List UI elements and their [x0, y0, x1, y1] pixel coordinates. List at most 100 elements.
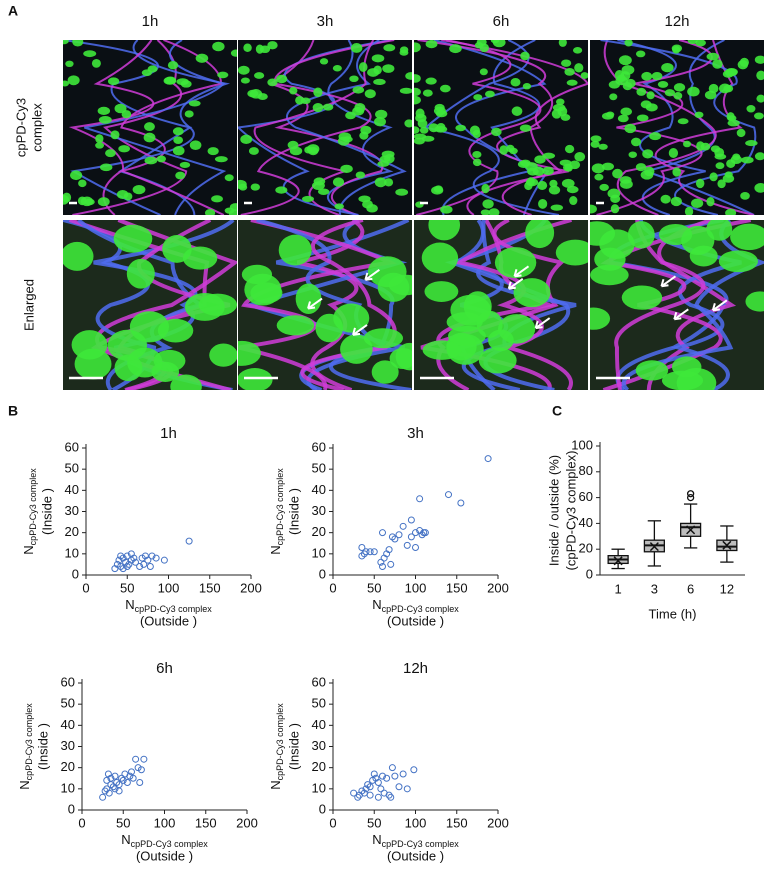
- cell-wall: [326, 40, 394, 215]
- point: [132, 558, 139, 566]
- chloroplast: [212, 41, 225, 52]
- chloroplast: [608, 80, 621, 89]
- point: [366, 791, 374, 799]
- chloroplast: [574, 63, 584, 73]
- point: [115, 787, 123, 795]
- chloroplast: [569, 196, 578, 206]
- chloroplast: [317, 188, 330, 195]
- chloroplast: [472, 151, 482, 159]
- chloroplast: [173, 136, 184, 144]
- point: [358, 552, 366, 560]
- micrograph: [414, 220, 588, 390]
- mean-marker: [686, 525, 696, 535]
- y-tick-label: 50: [65, 461, 79, 476]
- point: [117, 552, 125, 560]
- chloroplast: [164, 76, 177, 85]
- chloroplast: [143, 132, 156, 143]
- chloroplast: [381, 150, 395, 158]
- chloroplast: [72, 40, 84, 47]
- y-tick-label: 40: [312, 717, 326, 732]
- y-tick-label: 30: [312, 503, 326, 518]
- chloroplast: [683, 140, 692, 148]
- point: [362, 785, 370, 793]
- chloroplast: [170, 374, 202, 390]
- micrograph-content: [414, 40, 588, 215]
- point: [387, 793, 395, 801]
- chloroplast: [624, 123, 637, 134]
- chloroplast: [95, 142, 104, 149]
- chloroplast: [97, 106, 111, 115]
- chloroplast: [99, 163, 113, 172]
- chloroplast: [367, 68, 380, 77]
- point: [484, 455, 492, 463]
- chloroplast: [276, 74, 288, 84]
- cell-wall: [285, 40, 407, 215]
- x-tick-label: 150: [446, 815, 468, 830]
- chloroplast: [566, 185, 579, 194]
- chloroplast: [609, 93, 618, 101]
- chloroplast: [63, 241, 94, 271]
- chart-title: 1h: [160, 425, 177, 442]
- chart-title: 12h: [403, 660, 428, 677]
- axis-label-subscript: cpPD-Cy3 complex: [131, 839, 209, 849]
- chloroplast: [619, 176, 632, 184]
- chloroplast: [737, 59, 749, 70]
- axis-label: (Outside ): [387, 848, 444, 863]
- chloroplast: [488, 329, 514, 352]
- axis-label: NcpPD-Cy3 complex: [372, 832, 459, 849]
- chloroplast: [756, 70, 764, 81]
- cell-wall: [238, 220, 398, 390]
- point: [412, 543, 419, 551]
- chloroplast: [373, 117, 386, 127]
- x-tick-label: 100: [154, 815, 176, 830]
- chloroplast: [204, 208, 216, 215]
- chloroplast: [254, 72, 265, 79]
- chloroplast: [590, 140, 600, 148]
- micrograph-content: [63, 40, 237, 215]
- point: [410, 766, 418, 774]
- axis-label-symbol: N: [372, 832, 381, 847]
- chloroplast: [414, 95, 421, 105]
- chloroplast: [156, 155, 167, 163]
- chloroplast: [214, 156, 228, 163]
- y-tick-label: 50: [312, 461, 326, 476]
- chloroplast: [126, 258, 155, 289]
- chloroplast: [176, 78, 189, 86]
- arrow: [534, 317, 551, 330]
- chloroplast: [712, 59, 723, 69]
- chloroplast: [289, 146, 303, 156]
- chloroplast: [377, 160, 390, 167]
- y-tick-label: 10: [61, 780, 75, 795]
- chloroplast: [510, 78, 521, 87]
- chloroplast: [706, 52, 720, 61]
- cell-wall: [240, 40, 395, 215]
- chloroplast: [195, 53, 209, 63]
- chloroplast: [184, 292, 225, 321]
- chloroplast: [182, 246, 218, 270]
- axis-label-subscript: cpPD-Cy3 complex: [24, 703, 34, 781]
- point: [119, 776, 127, 784]
- chloroplast: [621, 65, 635, 75]
- arrow: [711, 299, 728, 312]
- chloroplast: [238, 340, 261, 366]
- axis-label-symbol: N: [268, 545, 283, 554]
- point: [148, 552, 156, 560]
- chloroplast: [617, 114, 629, 123]
- chloroplast: [414, 126, 420, 134]
- chloroplast: [224, 207, 235, 214]
- y-tick-label: 100: [571, 437, 593, 452]
- chloroplast: [691, 198, 704, 209]
- chloroplast: [259, 45, 271, 54]
- chloroplast: [527, 167, 539, 176]
- y-tick-label: 20: [312, 759, 326, 774]
- chloroplast: [561, 178, 575, 188]
- x-tick-label: 150: [195, 815, 217, 830]
- chloroplast: [620, 107, 632, 116]
- axis-label-symbol: N: [125, 597, 134, 612]
- chloroplast: [404, 119, 412, 128]
- chloroplast: [624, 40, 633, 47]
- chloroplast: [98, 116, 112, 124]
- micrograph-content: [238, 40, 412, 215]
- y-tick-label: 0: [68, 801, 75, 816]
